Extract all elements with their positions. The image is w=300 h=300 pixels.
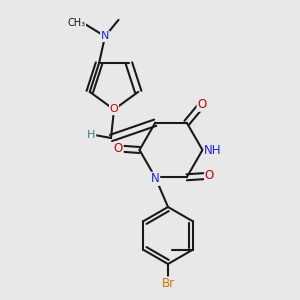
Text: Br: Br bbox=[161, 277, 175, 290]
Text: N: N bbox=[151, 172, 160, 185]
Text: O: O bbox=[197, 98, 206, 111]
Text: H: H bbox=[87, 130, 96, 140]
Text: CH₃: CH₃ bbox=[68, 18, 85, 28]
Text: NH: NH bbox=[204, 143, 221, 157]
Text: N: N bbox=[101, 32, 109, 41]
Text: O: O bbox=[205, 169, 214, 182]
Text: N: N bbox=[101, 32, 109, 41]
Text: O: O bbox=[110, 104, 118, 115]
Text: O: O bbox=[110, 104, 118, 115]
Text: O: O bbox=[114, 142, 123, 155]
